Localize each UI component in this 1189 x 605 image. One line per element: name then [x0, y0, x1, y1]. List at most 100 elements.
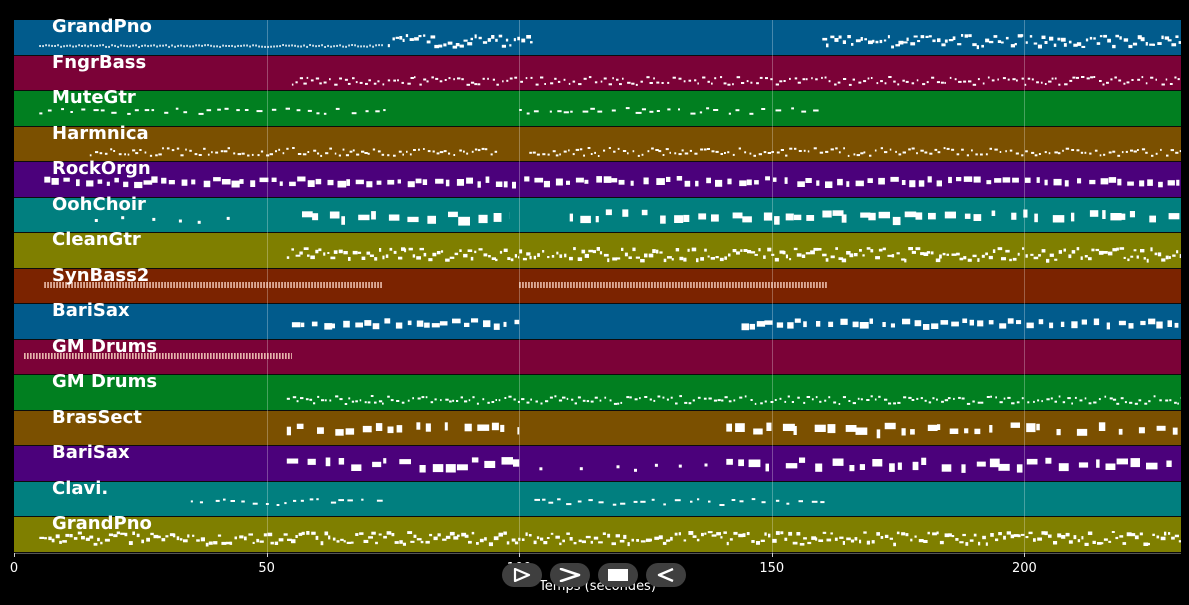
note-event — [452, 45, 458, 49]
note-event — [623, 534, 627, 539]
note-event — [459, 149, 462, 151]
note-event — [753, 281, 755, 288]
note-event — [958, 396, 961, 399]
note-event — [1143, 542, 1149, 546]
note-event — [44, 537, 47, 540]
note-event — [708, 281, 710, 288]
note-event — [651, 147, 654, 149]
note-event — [667, 81, 670, 84]
play-button[interactable] — [502, 563, 542, 587]
note-event — [477, 82, 481, 85]
note-event — [905, 533, 909, 537]
note-event — [760, 539, 765, 542]
note-event — [1103, 34, 1107, 38]
note-event — [772, 538, 777, 543]
note-event — [987, 76, 990, 78]
note-event — [276, 45, 278, 48]
note-event — [1161, 35, 1164, 40]
note-event — [474, 34, 477, 39]
note-event — [555, 178, 563, 186]
note-event — [466, 152, 469, 155]
note-event — [412, 254, 416, 258]
note-event — [296, 423, 304, 429]
note-event — [863, 150, 866, 153]
note-event — [1025, 536, 1029, 539]
note-event — [463, 150, 465, 153]
note-event — [583, 77, 587, 80]
note-event — [654, 536, 659, 540]
note-event — [563, 78, 566, 81]
note-event — [222, 44, 224, 47]
note-event — [837, 178, 843, 186]
note-event — [741, 323, 749, 331]
note-event — [749, 152, 752, 155]
note-event — [672, 76, 676, 79]
note-event — [234, 352, 236, 359]
note-event — [139, 148, 142, 151]
stop-button[interactable] — [598, 563, 638, 587]
fast-forward-button[interactable] — [550, 563, 590, 587]
note-event — [496, 83, 499, 86]
note-event — [329, 211, 340, 218]
note-event — [846, 251, 851, 255]
note-event — [509, 44, 512, 47]
note-event — [141, 352, 143, 359]
note-event — [859, 464, 865, 470]
note-event — [1158, 181, 1163, 188]
note-event — [670, 536, 673, 541]
note-event — [69, 534, 73, 538]
note-event — [761, 500, 766, 503]
note-event — [588, 75, 592, 78]
note-event — [397, 78, 399, 81]
note-event — [132, 531, 135, 535]
note-event — [851, 43, 854, 46]
note-event — [1130, 149, 1134, 152]
note-event — [51, 178, 59, 185]
note-event — [577, 257, 583, 261]
note-event — [751, 497, 756, 500]
note-event — [1033, 42, 1038, 45]
note-event — [918, 180, 925, 187]
note-event — [279, 181, 283, 186]
note-event — [662, 396, 665, 399]
note-event — [656, 110, 660, 112]
note-event — [707, 531, 713, 534]
note-event — [137, 281, 139, 288]
note-event — [311, 531, 316, 535]
note-event — [327, 179, 334, 186]
note-event — [701, 532, 704, 537]
note-event — [359, 532, 364, 535]
note-event — [327, 44, 329, 47]
note-event — [216, 45, 218, 48]
note-event — [48, 536, 52, 541]
note-event — [792, 281, 794, 288]
note-event — [491, 257, 496, 260]
note-event — [908, 247, 913, 251]
note-event — [93, 352, 95, 359]
note-event — [946, 253, 949, 256]
note-event — [1129, 401, 1133, 404]
note-event — [372, 461, 382, 468]
note-event — [1148, 400, 1151, 403]
note-event — [765, 281, 767, 288]
note-event — [1139, 532, 1143, 536]
note-event — [720, 536, 723, 539]
rewind-button[interactable] — [646, 563, 686, 587]
note-event — [843, 77, 847, 80]
note-event — [613, 402, 617, 405]
track-notes — [39, 34, 1181, 50]
note-event — [678, 281, 680, 288]
note-event — [963, 256, 967, 260]
note-event — [474, 250, 477, 254]
note-event — [66, 44, 68, 47]
note-event — [482, 77, 485, 80]
note-event — [575, 177, 584, 183]
note-event — [78, 44, 80, 47]
tick-mark — [266, 553, 268, 557]
note-event — [1084, 542, 1089, 546]
note-event — [876, 81, 879, 84]
note-event — [714, 76, 717, 79]
note-event — [973, 213, 982, 221]
note-event — [956, 152, 960, 155]
note-event — [860, 212, 871, 218]
